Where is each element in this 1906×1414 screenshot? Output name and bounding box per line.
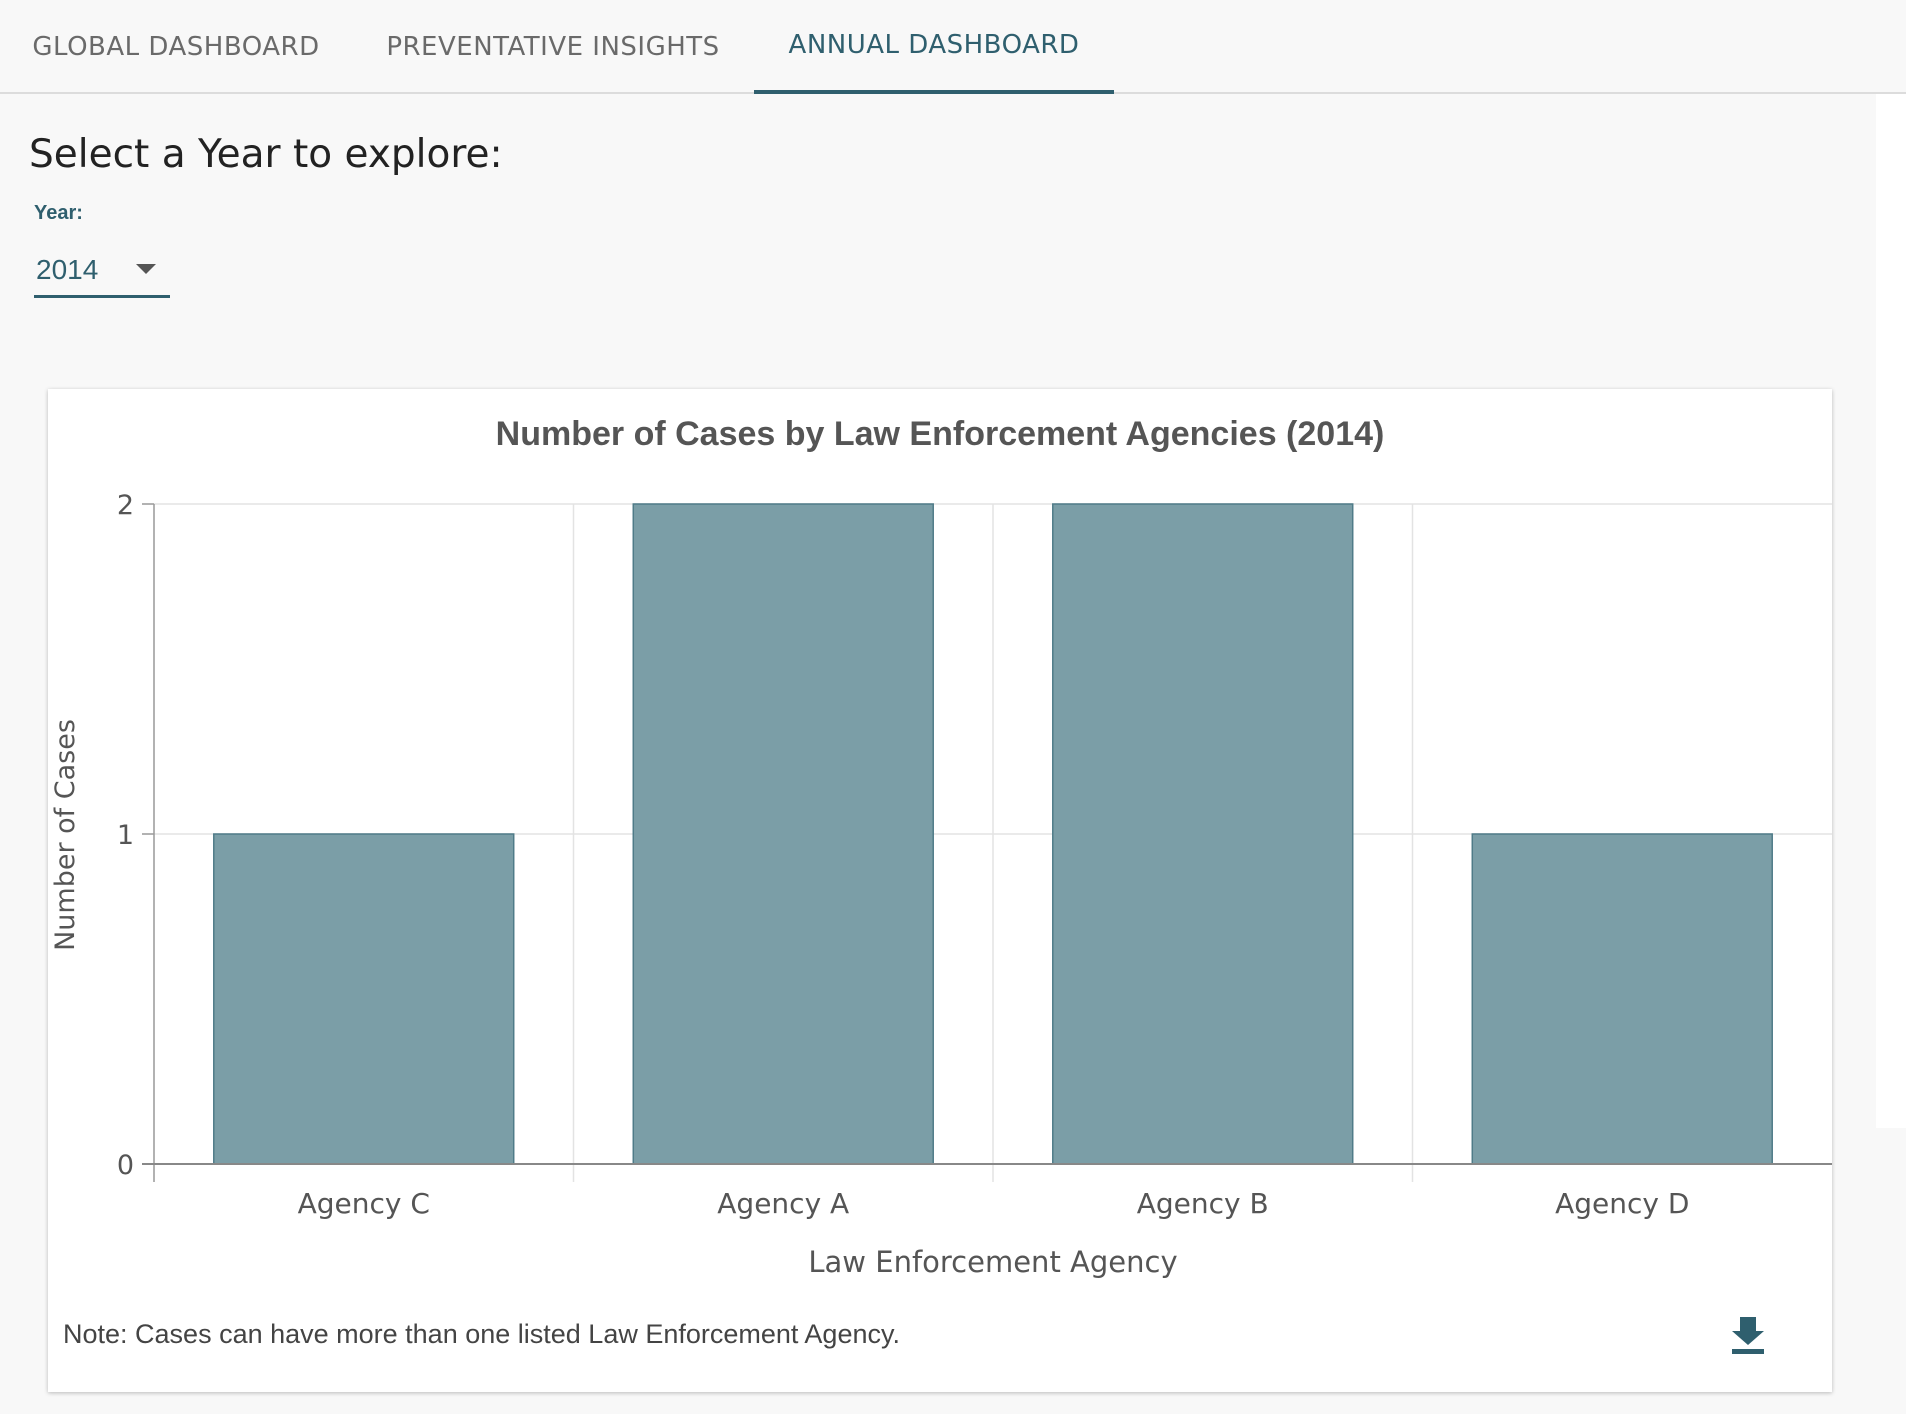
download-icon	[1732, 1317, 1764, 1354]
x-tick-label: Agency B	[1137, 1187, 1269, 1220]
year-select[interactable]: 2014	[34, 250, 170, 298]
y-tick-label: 1	[117, 820, 134, 851]
page-heading: Select a Year to explore:	[29, 132, 503, 177]
x-tick-label: Agency A	[717, 1187, 849, 1220]
year-label: Year:	[34, 202, 83, 224]
y-axis-label: Number of Cases	[50, 719, 81, 951]
chart-card: Number of Cases by Law Enforcement Agenc…	[48, 389, 1832, 1392]
chart-title: Number of Cases by Law Enforcement Agenc…	[496, 415, 1385, 453]
right-edge-panel	[1876, 94, 1906, 1128]
download-button[interactable]	[1728, 1313, 1768, 1357]
y-tick-label: 2	[117, 490, 134, 521]
y-tick-label: 0	[117, 1150, 134, 1181]
bar-chart: Number of Cases by Law Enforcement Agenc…	[50, 415, 1832, 1279]
x-tick-label: Agency D	[1555, 1187, 1689, 1220]
caret-down-icon	[136, 264, 156, 274]
bar-agency-b[interactable]	[1052, 503, 1354, 1165]
tab-bar: GLOBAL DASHBOARD PREVENTATIVE INSIGHTS A…	[0, 0, 1906, 94]
bar-agency-d[interactable]	[1471, 833, 1773, 1165]
x-axis-label: Law Enforcement Agency	[808, 1245, 1177, 1279]
tab-annual-dashboard[interactable]: ANNUAL DASHBOARD	[754, 0, 1114, 94]
chart-note: Note: Cases can have more than one liste…	[63, 1319, 900, 1349]
bar-agency-c[interactable]	[213, 833, 515, 1165]
x-tick-label: Agency C	[298, 1187, 430, 1220]
year-select-value: 2014	[36, 254, 99, 285]
bar-agency-a[interactable]	[632, 503, 934, 1165]
tab-global-dashboard[interactable]: GLOBAL DASHBOARD	[32, 32, 320, 62]
tab-preventative-insights[interactable]: PREVENTATIVE INSIGHTS	[386, 32, 720, 62]
